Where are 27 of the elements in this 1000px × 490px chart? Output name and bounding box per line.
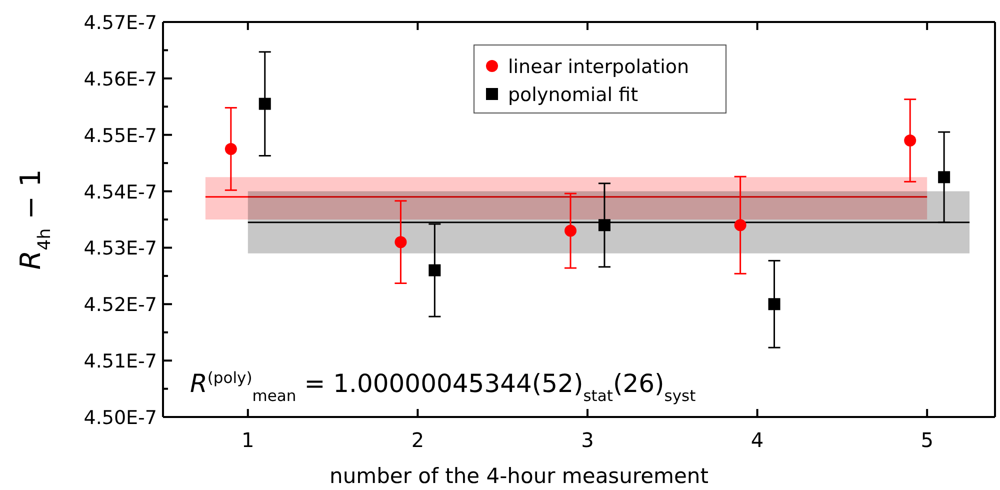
point bbox=[938, 171, 950, 184]
annotation: R$^{(poly)}$$_{mean}$ = 1.00000045344(52)$_{stat}$(26)$_{syst}$ bbox=[190, 369, 696, 405]
point bbox=[734, 219, 746, 232]
x-tick-label: 5 bbox=[920, 428, 934, 452]
y-tick-label: 4.50E-7 bbox=[84, 407, 157, 429]
point bbox=[394, 236, 407, 248]
legend-label: linear interpolation bbox=[508, 56, 690, 78]
point bbox=[428, 264, 441, 276]
point bbox=[224, 142, 237, 155]
x-tick-label: 4 bbox=[750, 428, 764, 452]
point bbox=[564, 224, 577, 237]
x-tick-label: 1 bbox=[242, 428, 254, 452]
point bbox=[598, 219, 610, 232]
x-tick-label: 2 bbox=[411, 428, 424, 452]
y-tick-label: 4.57E-7 bbox=[84, 12, 157, 34]
point bbox=[768, 298, 780, 310]
point bbox=[258, 98, 271, 110]
legend-label: polynomial fit bbox=[508, 84, 638, 106]
x-axis-title: number of the 4-hour measurement bbox=[330, 464, 708, 488]
y-tick-label: 4.55E-7 bbox=[84, 124, 157, 147]
y-tick-label: 4.51E-7 bbox=[84, 350, 157, 373]
y-tick-label: 4.53E-7 bbox=[84, 238, 157, 260]
point bbox=[904, 134, 916, 146]
y-tick-label: 4.56E-7 bbox=[84, 68, 157, 90]
x-tick-label: 3 bbox=[581, 428, 594, 452]
y-tick-label: 4.52E-7 bbox=[84, 294, 157, 316]
y-tick-label: 4.54E-7 bbox=[84, 181, 157, 204]
